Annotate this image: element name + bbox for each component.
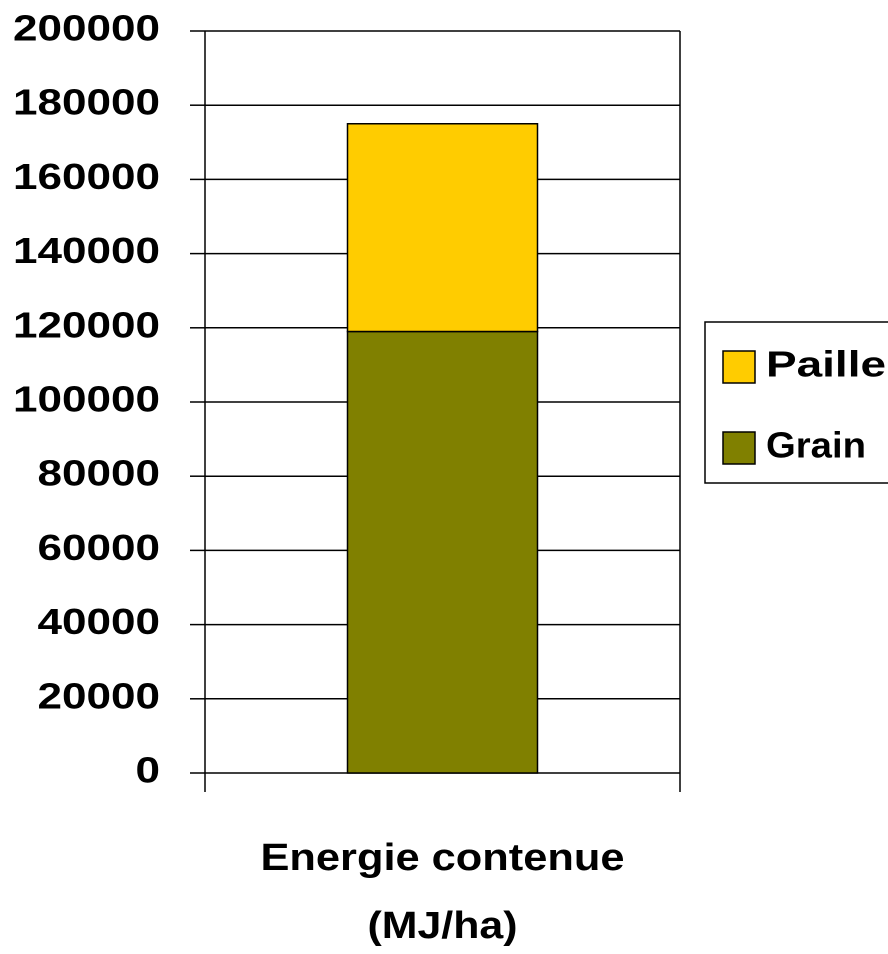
y-tick-label: 0 <box>136 750 161 791</box>
y-tick-label: 40000 <box>38 601 161 642</box>
y-tick-label: 140000 <box>13 230 160 271</box>
y-tick-label: 120000 <box>13 304 160 345</box>
legend-box <box>704 321 888 484</box>
y-tick-label: 200000 <box>13 8 160 49</box>
y-tick-label: 160000 <box>13 156 160 197</box>
legend-label: Grain <box>766 425 866 466</box>
y-tick-label: 80000 <box>38 453 161 494</box>
y-tick-label: 60000 <box>38 527 161 568</box>
legend-label: Paille <box>766 344 886 385</box>
bar-segment <box>346 330 539 774</box>
legend-swatch <box>722 431 756 465</box>
bar-segment <box>346 123 539 333</box>
y-tick-label: 100000 <box>13 379 160 420</box>
x-axis-label: Energie contenue <box>261 837 625 879</box>
x-axis-label: (MJ/ha) <box>368 905 518 947</box>
legend-swatch <box>722 350 756 384</box>
y-tick-label: 20000 <box>38 675 161 716</box>
y-tick-label: 180000 <box>13 82 160 123</box>
